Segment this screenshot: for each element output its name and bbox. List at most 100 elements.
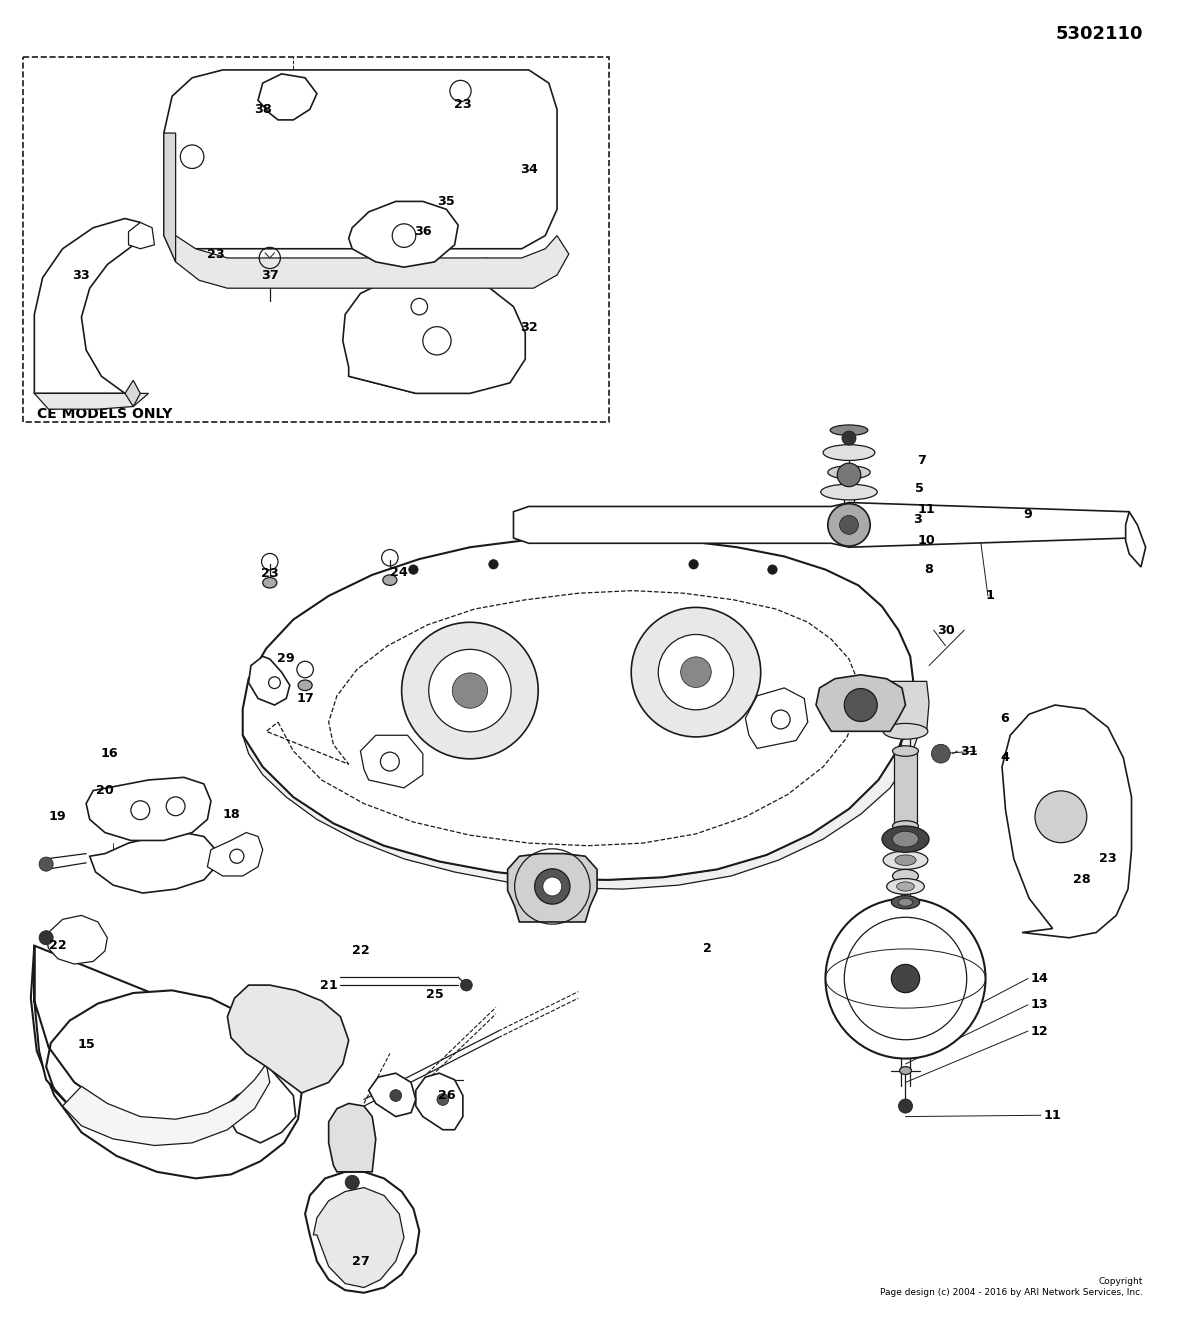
Circle shape — [658, 634, 734, 710]
Circle shape — [838, 463, 860, 486]
Polygon shape — [881, 681, 929, 731]
Polygon shape — [90, 833, 216, 894]
Circle shape — [401, 622, 538, 759]
Text: 13: 13 — [1031, 998, 1049, 1011]
Polygon shape — [817, 675, 905, 731]
Circle shape — [389, 1090, 401, 1102]
Polygon shape — [513, 502, 1132, 547]
Ellipse shape — [892, 821, 918, 832]
Text: 23: 23 — [206, 248, 224, 261]
Text: 4: 4 — [999, 751, 1009, 764]
Polygon shape — [129, 223, 155, 249]
Polygon shape — [164, 133, 176, 262]
Text: 2: 2 — [703, 942, 713, 954]
Text: 17: 17 — [296, 692, 314, 705]
Ellipse shape — [883, 851, 927, 870]
Polygon shape — [34, 393, 149, 409]
Text: 5: 5 — [916, 481, 924, 494]
Circle shape — [826, 899, 985, 1058]
Polygon shape — [507, 854, 597, 923]
Text: 15: 15 — [77, 1037, 96, 1050]
Polygon shape — [1002, 705, 1132, 938]
Polygon shape — [223, 1064, 296, 1143]
Circle shape — [828, 503, 870, 546]
Circle shape — [931, 745, 950, 763]
Ellipse shape — [899, 1066, 911, 1074]
Text: 23: 23 — [1099, 853, 1116, 866]
Ellipse shape — [824, 444, 874, 460]
Text: 1: 1 — [985, 589, 995, 602]
Circle shape — [437, 1094, 448, 1106]
Polygon shape — [34, 945, 267, 1122]
Text: 34: 34 — [520, 163, 538, 177]
Text: 3: 3 — [913, 513, 922, 526]
Text: 36: 36 — [414, 225, 432, 239]
Text: 22: 22 — [50, 940, 67, 952]
Polygon shape — [164, 236, 569, 289]
Circle shape — [898, 1099, 912, 1114]
Polygon shape — [164, 70, 557, 249]
Circle shape — [841, 431, 855, 445]
Ellipse shape — [892, 832, 918, 847]
Text: 38: 38 — [254, 103, 271, 116]
Text: 33: 33 — [72, 269, 91, 282]
Text: 14: 14 — [1031, 971, 1049, 985]
Ellipse shape — [898, 899, 912, 907]
Circle shape — [408, 565, 418, 575]
Circle shape — [768, 565, 778, 575]
Polygon shape — [267, 590, 858, 846]
Polygon shape — [368, 1073, 415, 1116]
Circle shape — [840, 515, 858, 534]
Polygon shape — [360, 735, 422, 788]
Polygon shape — [31, 945, 302, 1178]
Polygon shape — [249, 656, 290, 705]
Text: 28: 28 — [1073, 874, 1092, 887]
Text: 11: 11 — [1044, 1108, 1062, 1122]
Text: 20: 20 — [96, 784, 113, 797]
Text: 18: 18 — [222, 808, 240, 821]
Ellipse shape — [897, 882, 914, 891]
Text: CE MODELS ONLY: CE MODELS ONLY — [37, 406, 172, 420]
Text: 32: 32 — [520, 322, 538, 335]
Circle shape — [1035, 791, 1087, 842]
Circle shape — [39, 857, 53, 871]
Ellipse shape — [263, 577, 277, 588]
Ellipse shape — [891, 896, 919, 909]
Ellipse shape — [894, 855, 916, 866]
Polygon shape — [348, 202, 458, 268]
Text: 26: 26 — [438, 1089, 455, 1102]
Polygon shape — [415, 1073, 463, 1130]
Polygon shape — [893, 751, 917, 826]
Text: 16: 16 — [100, 747, 118, 760]
Ellipse shape — [892, 746, 918, 757]
Text: 27: 27 — [352, 1255, 369, 1268]
Ellipse shape — [831, 424, 867, 435]
Text: 31: 31 — [961, 745, 978, 758]
Polygon shape — [746, 688, 808, 749]
Ellipse shape — [883, 724, 927, 739]
Text: 19: 19 — [50, 811, 67, 824]
Polygon shape — [243, 718, 922, 890]
Circle shape — [39, 931, 53, 945]
Circle shape — [891, 965, 919, 992]
Ellipse shape — [886, 879, 924, 895]
Text: Copyright
Page design (c) 2004 - 2016 by ARI Network Services, Inc.: Copyright Page design (c) 2004 - 2016 by… — [880, 1277, 1143, 1297]
Text: 25: 25 — [426, 987, 444, 1000]
Text: 37: 37 — [261, 269, 278, 282]
Text: 23: 23 — [454, 98, 472, 111]
Ellipse shape — [382, 575, 396, 585]
Ellipse shape — [892, 870, 918, 883]
Text: 23: 23 — [261, 567, 278, 580]
Text: 21: 21 — [320, 978, 337, 991]
Circle shape — [535, 869, 570, 904]
Circle shape — [460, 979, 472, 991]
Circle shape — [428, 650, 511, 731]
Circle shape — [452, 673, 487, 708]
Polygon shape — [314, 1188, 404, 1288]
Circle shape — [844, 688, 877, 721]
Text: 10: 10 — [918, 534, 936, 547]
Polygon shape — [329, 1103, 375, 1172]
Text: 24: 24 — [391, 565, 408, 579]
Text: 6: 6 — [999, 712, 1009, 725]
Text: 22: 22 — [352, 945, 369, 957]
